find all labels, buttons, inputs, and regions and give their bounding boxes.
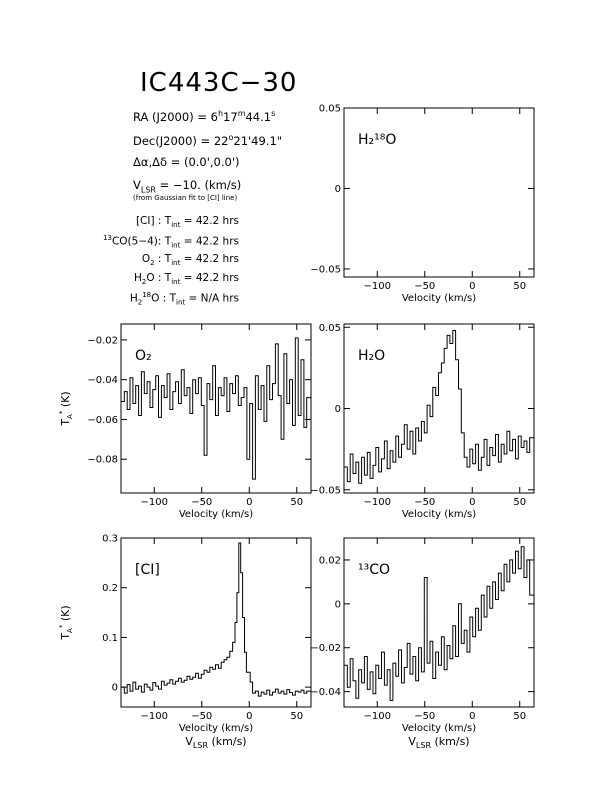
x-axis-label: Velocity (km/s) xyxy=(402,723,476,734)
obs-row-13co: 13CO(5−4): Tint = 42.2 hrs xyxy=(103,234,239,250)
page-title: IC443C−30 xyxy=(140,68,298,98)
chart-panel-13CO: −100 −50 0 50 −0.04 −0.02 0 0.02 ¹³CO Velocity (k… xyxy=(310,537,535,750)
plot-frame xyxy=(343,537,535,708)
x-tick-label: −100 xyxy=(364,281,391,292)
x-tick-label: 50 xyxy=(290,497,303,508)
x-tick-label: 0 xyxy=(469,281,475,292)
panel-label: H₂¹⁸O xyxy=(358,132,396,148)
chart-panel-H2_18O: −100 −50 0 50 −0.05 0 0.05 H₂¹⁸O Velocity (km/s) xyxy=(310,104,535,304)
panel-label: O₂ xyxy=(135,348,152,364)
y-tick-label: −0.02 xyxy=(310,643,341,654)
x-tick-label: −100 xyxy=(141,711,168,722)
y-tick-label: −0.08 xyxy=(87,455,118,466)
observation-times: [CI] : Tint = 42.2 hrs 13CO(5−4): Tint =… xyxy=(60,215,239,310)
y-tick-label: −0.02 xyxy=(87,335,118,346)
x-tick-label: 0 xyxy=(246,711,252,722)
y-tick-label: 0 xyxy=(335,404,341,415)
y-tick-label: 0.3 xyxy=(102,534,118,545)
offset-line: Δα,Δδ = (0.0',0.0') xyxy=(133,155,240,169)
y-tick-label: 0.05 xyxy=(319,323,341,334)
x-tick-label: −100 xyxy=(141,497,168,508)
x-tick-label: 0 xyxy=(469,711,475,722)
panel-label: [CI] xyxy=(135,562,160,578)
plot-frame xyxy=(343,107,535,278)
y-axis-label: TA* (K) xyxy=(58,605,74,640)
obs-row-h2o: H2O : Tint = 42.2 hrs xyxy=(133,272,239,287)
y-tick-label: 0 xyxy=(335,184,341,195)
x-axis-label: Velocity (km/s) xyxy=(402,293,476,304)
plot-frame xyxy=(120,537,312,708)
x-axis-label: Velocity (km/s) xyxy=(179,509,253,520)
vlsr-line: VLSR = −10. (km/s) xyxy=(133,178,242,195)
x-tick-label: −50 xyxy=(414,281,435,292)
y-tick-label: 0.02 xyxy=(319,555,341,566)
x-tick-label: 50 xyxy=(290,711,303,722)
x-tick-label: −50 xyxy=(414,711,435,722)
x-tick-label: 0 xyxy=(469,497,475,508)
chart-panel-O2: −100 −50 0 50 −0.08 −0.06 −0.04 −0.02 O₂ Velocity… xyxy=(58,323,312,520)
x-axis-label: Velocity (km/s) xyxy=(402,509,476,520)
y-axis-label: TA* (K) xyxy=(58,391,74,426)
y-tick-label: 0 xyxy=(335,599,341,610)
x-tick-label: 50 xyxy=(513,497,526,508)
x-axis-label-vlsr: VLSR (km/s) xyxy=(408,735,469,750)
x-tick-label: 50 xyxy=(513,281,526,292)
x-tick-label: −100 xyxy=(364,711,391,722)
x-tick-label: −50 xyxy=(191,711,212,722)
x-axis-label: Velocity (km/s) xyxy=(179,723,253,734)
x-tick-label: −50 xyxy=(414,497,435,508)
spectrum-series-13CO xyxy=(344,546,534,701)
x-tick-label: 0 xyxy=(246,497,252,508)
y-tick-label: −0.05 xyxy=(310,264,341,275)
obs-row-ci: [CI] : Tint = 42.2 hrs xyxy=(135,215,239,230)
y-tick-label: −0.05 xyxy=(310,485,341,496)
y-tick-label: 0.2 xyxy=(102,583,118,594)
dec-line: Dec(J2000) = 22o21'49.1" xyxy=(133,133,283,148)
panel-label: ¹³CO xyxy=(358,562,390,578)
x-tick-label: 50 xyxy=(513,711,526,722)
spectrum-series-H2O xyxy=(344,330,534,484)
y-tick-label: −0.06 xyxy=(87,415,118,426)
y-tick-label: 0.1 xyxy=(102,633,118,644)
obs-row-o2: O2 : Tint = 42.2 hrs xyxy=(141,253,239,268)
x-axis-label-vlsr: VLSR (km/s) xyxy=(185,735,246,750)
spectrum-series-O2 xyxy=(121,337,311,480)
obs-row-h218o: H218O : Tint = N/A hrs xyxy=(129,291,239,307)
y-tick-label: −0.04 xyxy=(310,687,341,698)
x-tick-label: −100 xyxy=(364,497,391,508)
y-tick-label: −0.04 xyxy=(87,375,118,386)
y-tick-label: 0.05 xyxy=(319,104,341,115)
ra-line: RA (J2000) = 6h17m44.1s xyxy=(133,109,276,124)
plot-frame xyxy=(120,323,312,494)
y-tick-label: 0 xyxy=(112,683,118,694)
chart-panel-CI: −100 −50 0 50 0 0.1 0.2 0.3 [CI] Velocity (km/s)V… xyxy=(58,534,312,750)
vlsr-note: (from Gaussian fit to [CI] line) xyxy=(133,194,238,202)
spectrum-series-CI xyxy=(121,542,311,697)
panel-label: H₂O xyxy=(358,348,385,364)
x-tick-label: −50 xyxy=(191,497,212,508)
chart-panel-H2O: −100 −50 0 50 −0.05 0 0.05 H₂O Velocity (km/s) xyxy=(310,323,535,520)
